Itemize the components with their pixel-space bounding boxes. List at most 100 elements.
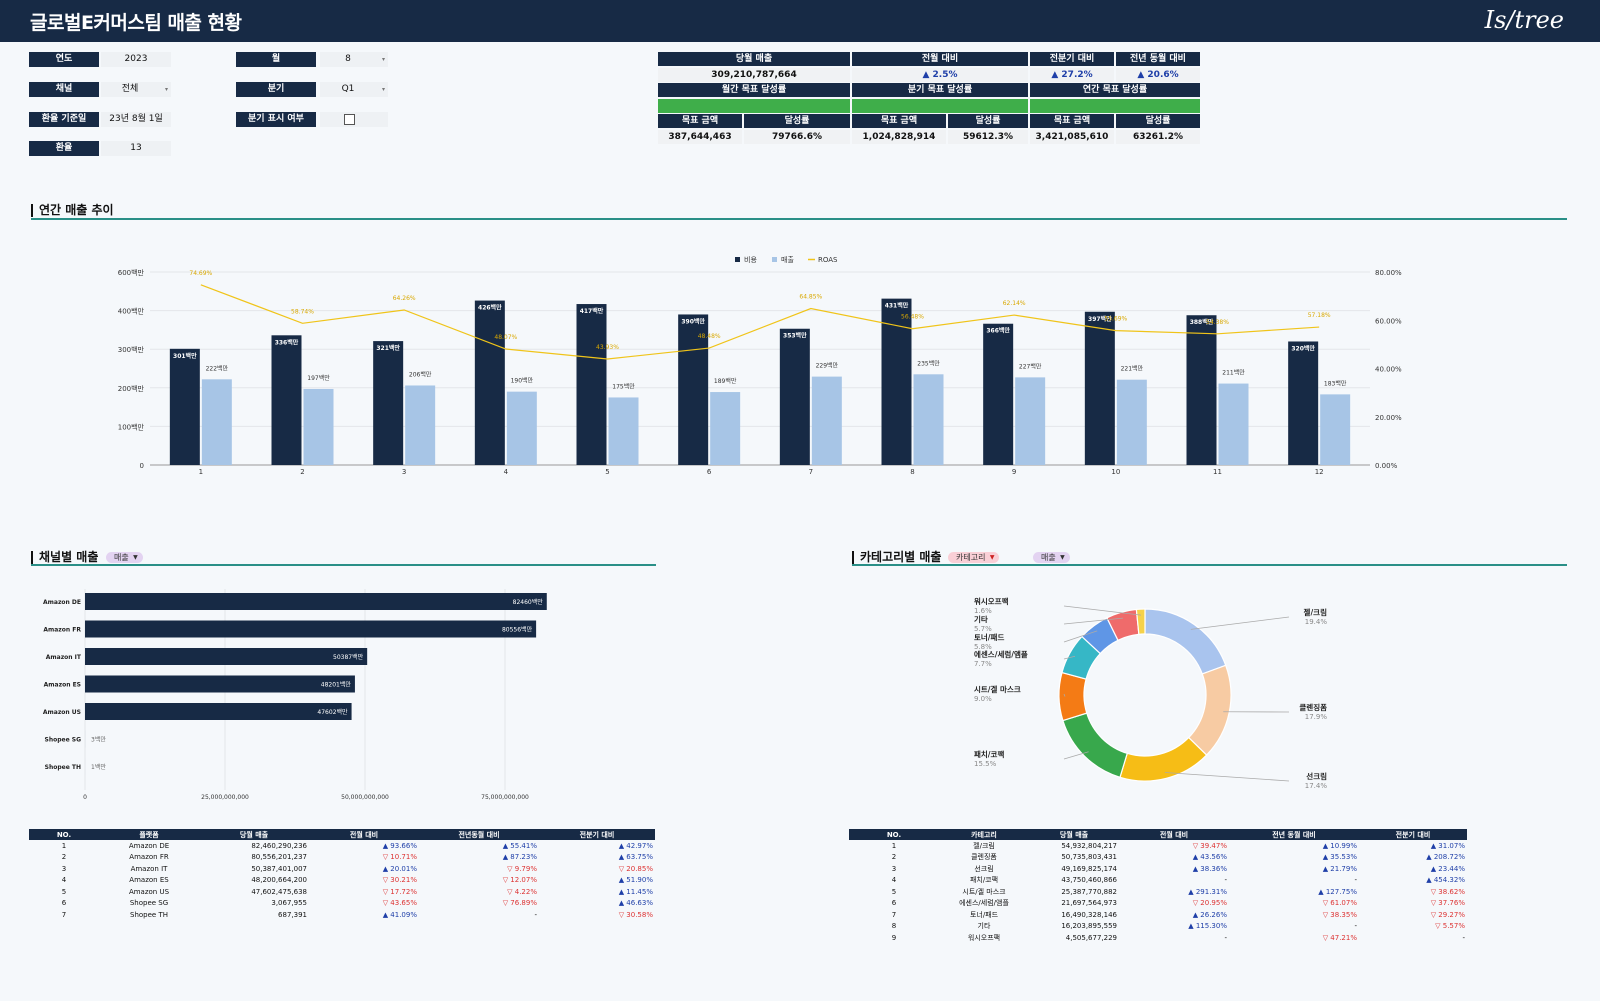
filter-channel-select[interactable]: 전체 ▾ [101,82,171,97]
table-cell: ▲ 63.75% [618,853,653,862]
slice-percent: 7.7% [974,660,992,668]
cost-bar [373,341,404,465]
y2-tick-label: 40.00% [1375,366,1402,374]
table-cell: ▽ 30.58% [618,910,653,919]
table-cell: 4,505,677,229 [1065,933,1117,942]
slice-percent: 5.7% [974,625,992,633]
kpi-annual-achievement: 63261.2% [1116,130,1200,144]
table-cell: ▲ 23.44% [1430,864,1465,873]
table-cell: 1 [891,841,897,850]
kpi-annual-goal-bar [1030,99,1200,113]
channel-metric-dropdown[interactable]: 매출 ▼ [106,552,143,563]
quarter-display-checkbox[interactable] [344,114,355,125]
kpi-monthly-sales-header: 당월 매출 [658,52,850,66]
cost-data-label: 321백만 [376,344,400,352]
header-bar: 글로벌E커머스팀 매출 현황 Is/tree [0,0,1600,42]
table-cell: ▽ 5.57% [1435,922,1465,931]
table-cell: 젤/크림 [973,841,995,850]
category-label: Amazon IT [46,654,82,661]
legend-swatch [772,257,777,262]
table-cell: 3 [61,864,67,873]
table-cell: 21,697,564,973 [1061,899,1117,908]
kpi-qoq-header: 전분기 대비 [1030,52,1114,66]
channel-bar [85,620,537,638]
table-cell: Shopee SG [129,899,169,908]
col-header-no: NO. [29,829,99,840]
filter-quarter-label: 분기 [236,82,316,97]
table-cell: Amazon FR [129,853,169,862]
cost-data-label: 417백만 [580,307,604,315]
slice-label: 워시오프팩 [974,596,1009,606]
sales-bar [1320,394,1351,465]
filter-year-value[interactable]: 2023 [101,52,171,67]
channel-table-row: 2 Amazon FR 80,556,201,237 ▽ 10.71% ▲ 87.23%… [29,852,655,864]
cost-bar [881,298,912,465]
category-dropdown-value: 카테고리 [956,553,986,562]
sales-data-label: 211백만 [1222,369,1245,377]
table-cell: ▽ 47.21% [1322,933,1357,942]
col-header-no: NO. [849,829,939,840]
y-tick-label: 400백만 [118,307,145,316]
table-cell: 에센스/세럼/앰플 [959,899,1009,908]
table-cell: ▲ 10.99% [1322,841,1357,850]
category-sales-table: NO. 카테고리 당월 매출 전월 대비 전년 동월 대비 전분기 대비 1 젤/… [849,829,1467,944]
annual-trend-divider [31,218,1567,220]
filter-month-select[interactable]: 8 ▾ [320,52,388,67]
kpi-monthly-achievement-header: 달성률 [744,114,850,128]
cost-bar [169,348,200,465]
slice-percent: 19.4% [1305,618,1328,626]
roas-data-label: 56.48% [901,314,924,321]
channel-bar [85,703,352,720]
table-cell: 토너/패드 [969,910,999,919]
channel-data-label: 82460백만 [513,598,544,606]
channel-metric-value: 매출 [114,553,129,562]
filter-fx-date-value[interactable]: 23년 8월 1일 [101,112,171,127]
channel-sales-title: 채널별 매출 [31,551,98,564]
chevron-down-icon: ▼ [989,554,995,561]
col-header-qoq: 전분기 대비 [1359,829,1467,840]
channel-data-label: 47602백만 [317,708,348,716]
kpi-yoy-value: ▲ 20.6% [1116,68,1200,82]
table-cell: 기타 [977,922,991,931]
category-dropdown[interactable]: 카테고리 ▼ [948,552,1000,563]
sales-data-label: 229백만 [816,362,839,370]
kpi-qoq-value: ▲ 27.2% [1030,68,1114,82]
table-cell: ▽ 61.07% [1322,899,1357,908]
table-cell: 48,200,664,200 [251,876,307,885]
sales-data-label: 235백만 [917,359,940,367]
roas-data-label: 48.07% [494,334,517,341]
table-cell: 6 [891,899,897,908]
filter-fx-value[interactable]: 13 [101,141,171,156]
category-metric-dropdown[interactable]: 매출 ▼ [1033,552,1070,563]
donut-slice [1058,671,1088,722]
table-cell: 5 [61,887,67,896]
cost-data-label: 426백만 [478,304,502,312]
x-tick-label: 7 [809,468,813,476]
category-sales-title: 카테고리별 매출 [852,551,941,564]
table-cell: 54,932,804,217 [1061,841,1117,850]
channel-table-row: 6 Shopee SG 3,067,955 ▽ 43.65% ▽ 76.89% ▲ 46.… [29,898,655,910]
leader-line [1063,617,1123,625]
cost-bar [1288,341,1319,465]
y2-tick-label: 80.00% [1375,269,1402,277]
filter-quarter-select[interactable]: Q1 ▾ [320,82,388,97]
kpi-monthly-goal-header: 월간 목표 달성률 [658,83,850,97]
table-cell: 워시오프팩 [967,933,1001,942]
table-cell: Shopee TH [130,910,168,919]
x-tick-label: 3 [402,468,406,476]
x-tick-label: 11 [1213,468,1222,476]
table-cell: Amazon ES [129,876,169,885]
x-tick-label: 5 [605,468,609,476]
filter-quarter-value: Q1 [341,84,355,94]
kpi-quarter-goal-header: 분기 목표 달성률 [852,83,1028,97]
table-cell: 1 [61,841,67,850]
table-cell: ▲ 454.32% [1426,876,1465,885]
kpi-yoy-header: 전년 동월 대비 [1116,52,1200,66]
table-cell: 50,735,803,431 [1061,853,1117,862]
cost-data-label: 366백만 [986,327,1010,335]
table-cell: ▽ 20.85% [618,864,653,873]
kpi-quarter-goal-bar [852,99,1028,113]
filter-year-label: 연도 [29,52,99,67]
chevron-down-icon: ▼ [1060,554,1065,561]
table-cell: 50,387,401,007 [251,864,307,873]
